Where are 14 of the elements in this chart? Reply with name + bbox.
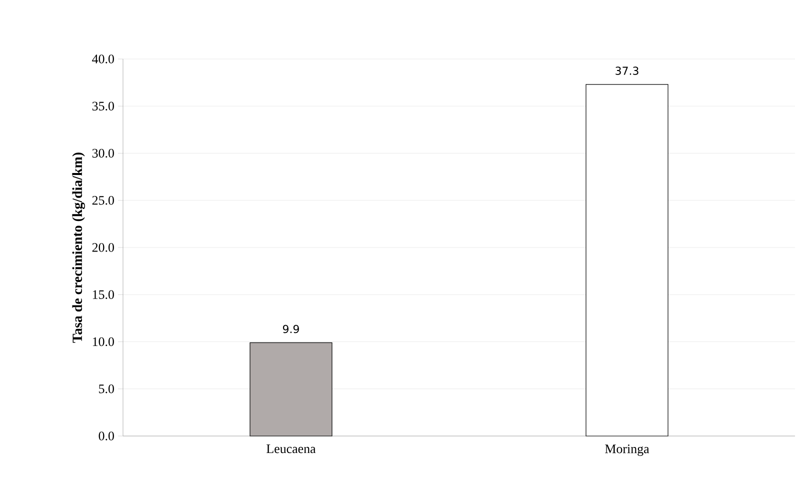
y-tick-label: 15.0 [92,290,114,300]
data-label: 37.3 [616,66,638,75]
data-label: 9.9 [282,324,299,334]
y-tick-label: 40.0 [92,54,114,64]
y-tick-label: 35.0 [92,102,114,111]
x-tick-label: Leucaena [266,444,316,454]
y-tick-label: 30.0 [92,148,114,158]
y-tick-label: 5.0 [99,384,114,394]
y-tick-label: 10.0 [92,337,114,346]
x-tick-label: Moringa [605,444,650,456]
y-tick-label: 0.0 [98,432,114,440]
y-tick-label: 25.0 [92,196,114,205]
y-axis-title: Tasa de crecimiento (kg/dia/km) [72,152,85,343]
y-tick-label: 20.0 [92,243,114,252]
